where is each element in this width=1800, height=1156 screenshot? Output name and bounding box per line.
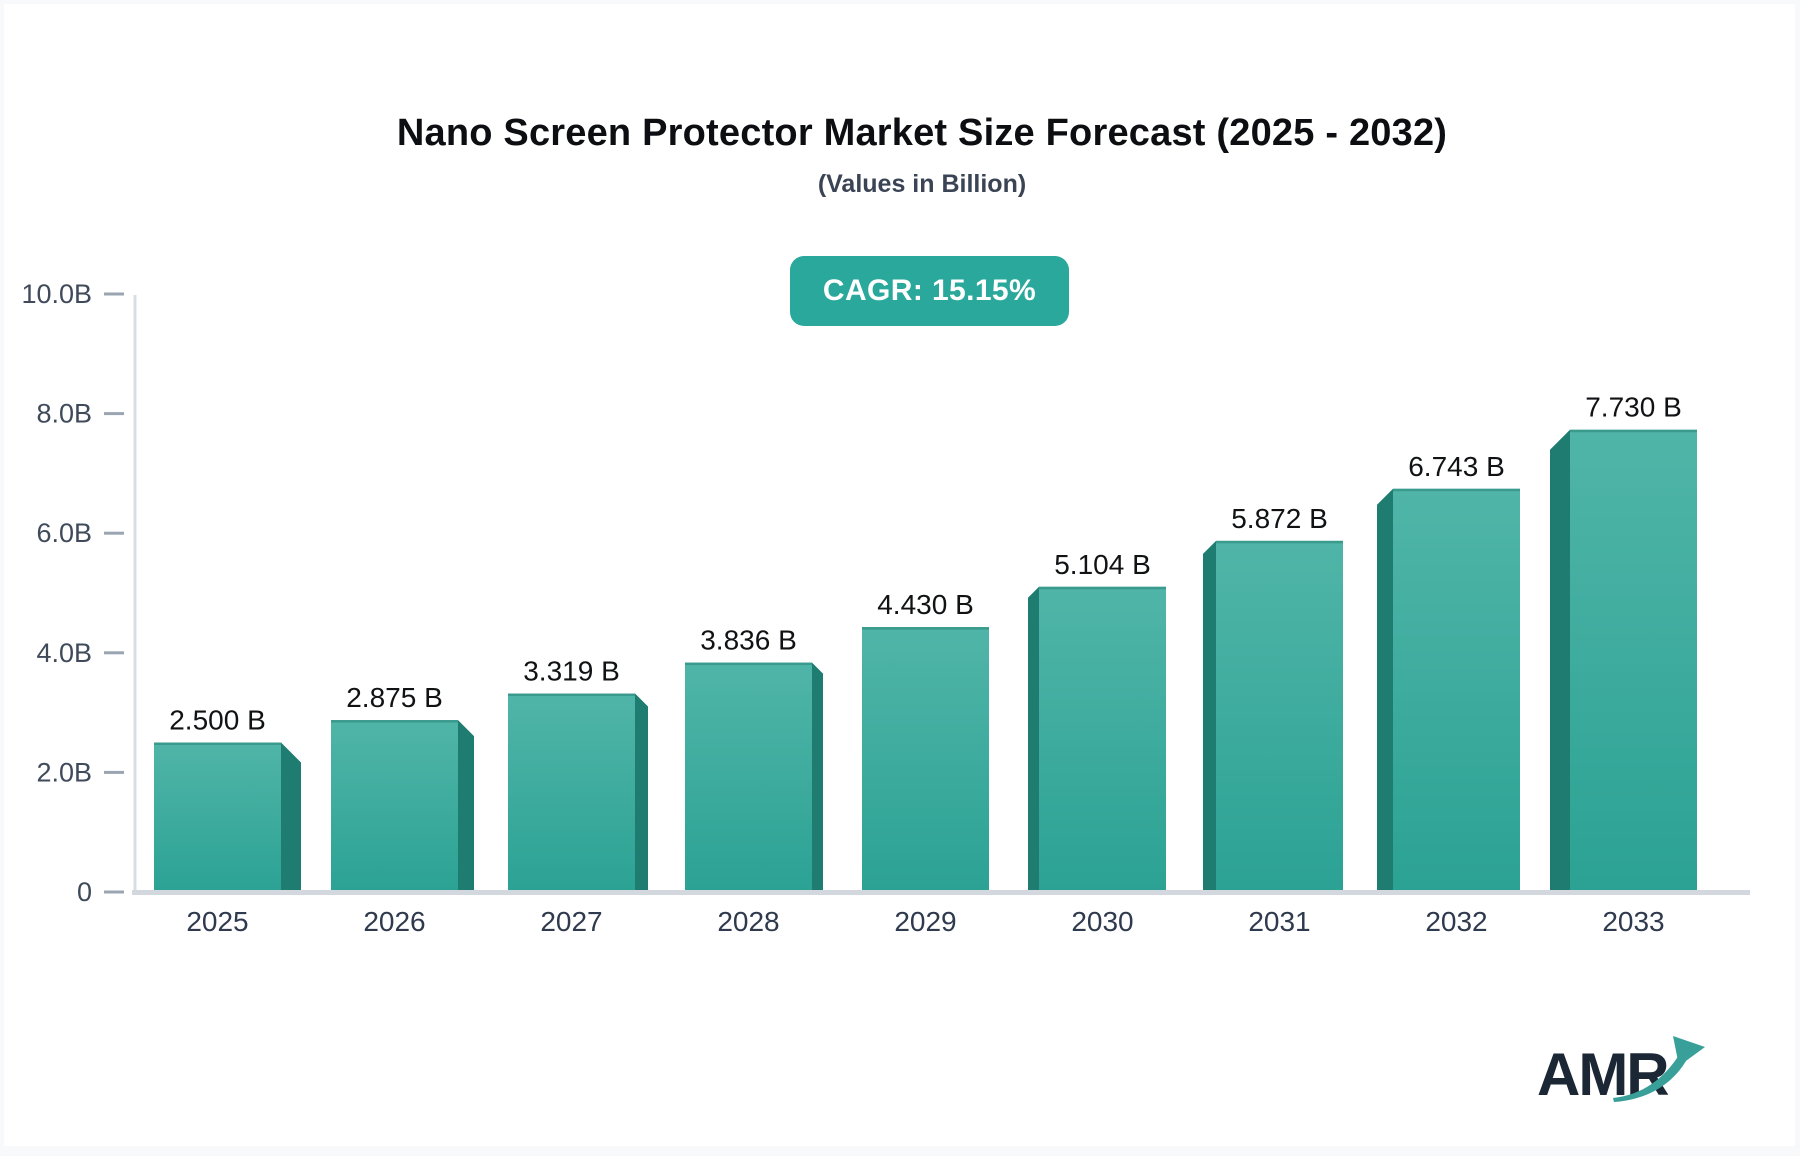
x-axis-label: 2027 — [540, 906, 602, 937]
bar-top-rim — [154, 742, 281, 745]
y-axis-tick — [104, 770, 124, 774]
bar-top-rim — [1570, 429, 1697, 433]
bar-side-face — [635, 693, 648, 892]
y-axis-tick — [104, 890, 124, 894]
x-axis-label: 2025 — [186, 906, 248, 937]
bar-group-2025: 2.500 B 2025 — [154, 705, 301, 937]
x-axis-baseline — [132, 890, 1750, 895]
bar-value-label: 7.730 B — [1585, 392, 1682, 423]
y-axis-label: 8.0B — [36, 399, 92, 429]
cagr-badge: CAGR: 15.15% — [790, 256, 1069, 326]
bar-group-2026: 2.875 B 2026 — [331, 682, 474, 937]
x-axis-label: 2032 — [1425, 906, 1487, 937]
bar-front-face — [1570, 429, 1697, 893]
chart-subtitle: (Values in Billion) — [817, 170, 1027, 198]
bar-group-2032: 6.743 B 2032 — [1377, 451, 1520, 937]
bar-front-face — [685, 662, 812, 893]
bar-group-2031: 5.872 B 2031 — [1203, 503, 1343, 937]
bar-side-face — [1550, 429, 1570, 892]
bar-top-rim — [508, 693, 635, 697]
cagr-badge-label: CAGR: 15.15% — [822, 274, 1037, 307]
bar-top-rim — [1393, 488, 1520, 492]
y-axis-label: 4.0B — [36, 638, 92, 668]
bar-top-rim — [1216, 540, 1343, 544]
x-axis-label: 2031 — [1248, 906, 1310, 937]
bar-front-face — [508, 693, 635, 893]
growth-arrow-icon — [1613, 1036, 1705, 1102]
bar-value-label: 3.319 B — [523, 656, 620, 687]
x-axis-label: 2028 — [717, 906, 779, 937]
bar-value-label: 2.875 B — [346, 682, 443, 713]
chart-title: Nano Screen Protector Market Size Foreca… — [396, 112, 1448, 154]
bar-side-face — [281, 742, 301, 892]
bar-front-face — [1393, 488, 1520, 893]
bar-front-face — [154, 742, 281, 893]
bar-top-rim — [331, 720, 458, 723]
y-axis-label: 0 — [77, 877, 92, 907]
bar-top-rim — [862, 627, 989, 630]
y-axis-tick — [104, 412, 124, 416]
bar-front-face — [1039, 586, 1166, 893]
x-axis-label: 2033 — [1602, 906, 1664, 937]
y-axis-tick — [104, 531, 124, 535]
bar-group-2027: 3.319 B 2027 — [508, 656, 648, 937]
bar-value-label: 5.104 B — [1054, 549, 1151, 580]
bar-value-label: 6.743 B — [1408, 451, 1505, 482]
bar-front-face — [331, 720, 458, 893]
bar-group-2030: 5.104 B 2030 — [1028, 549, 1166, 937]
x-axis-label: 2029 — [894, 906, 956, 937]
y-axis-label: 10.0B — [21, 279, 92, 309]
bar-front-face — [1216, 540, 1343, 893]
bar-side-face — [1028, 586, 1039, 892]
y-axis-label: 6.0B — [36, 518, 92, 548]
amr-logo: AMR — [1537, 1036, 1737, 1120]
y-axis-line — [133, 295, 137, 892]
y-axis-label: 2.0B — [36, 757, 92, 787]
bar-top-rim — [685, 662, 812, 666]
bar-side-face — [812, 662, 823, 892]
y-axis-tick — [104, 651, 124, 655]
bar-top-rim — [1039, 586, 1166, 590]
y-axis-tick — [104, 292, 124, 296]
bar-value-label: 3.836 B — [700, 625, 797, 656]
bar-side-face — [1203, 540, 1216, 892]
bar-group-2033: 7.730 B 2033 — [1550, 392, 1697, 937]
bar-side-face — [1377, 488, 1393, 892]
bar-chart: 10.0B 8.0B 6.0B 4.0B 2.0B 0 2.500 B 2025 2.875 B… — [21, 279, 1750, 937]
bar-group-2029: 4.430 B 2029 — [862, 589, 989, 937]
bar-front-face — [862, 627, 989, 893]
x-axis-label: 2030 — [1071, 906, 1133, 937]
bar-group-2028: 3.836 B 2028 — [685, 625, 823, 937]
bar-value-label: 5.872 B — [1231, 503, 1328, 534]
bar-value-label: 4.430 B — [877, 589, 974, 620]
bar-value-label: 2.500 B — [169, 705, 266, 736]
amr-logo-text: AMR — [1537, 1041, 1670, 1108]
chart-card: Nano Screen Protector Market Size Foreca… — [4, 4, 1795, 1146]
x-axis-label: 2026 — [363, 906, 425, 937]
bar-side-face — [458, 720, 474, 892]
